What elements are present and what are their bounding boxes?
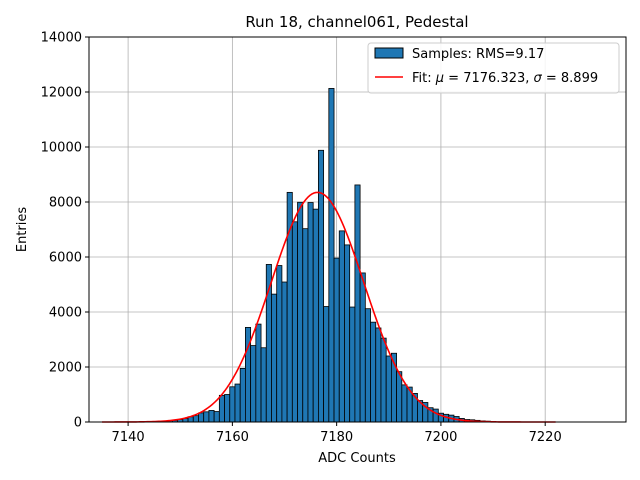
histogram-bar bbox=[234, 383, 241, 423]
histogram-bar bbox=[213, 411, 220, 423]
histogram-bar bbox=[432, 408, 439, 423]
x-tick-label: 7140 bbox=[112, 430, 145, 445]
histogram-bar bbox=[323, 306, 330, 423]
legend-fit-sigma-value: = 8.899 bbox=[542, 71, 598, 86]
histogram-bar bbox=[375, 327, 382, 423]
y-tick-label: 12000 bbox=[41, 86, 82, 101]
histogram-bar bbox=[338, 230, 345, 423]
histogram-bar bbox=[198, 412, 205, 423]
histogram-bar bbox=[291, 221, 298, 423]
histogram-bar bbox=[370, 321, 377, 423]
legend-fit-mu-symbol: μ bbox=[435, 71, 444, 86]
histogram-bar bbox=[333, 257, 340, 423]
histogram-bar bbox=[380, 337, 387, 423]
x-tick-label: 7160 bbox=[216, 430, 249, 445]
histogram-bar bbox=[239, 367, 246, 423]
histogram-bar bbox=[401, 384, 408, 423]
histogram-bar bbox=[281, 281, 288, 423]
y-tick-label: 8000 bbox=[49, 196, 82, 211]
histogram-bar bbox=[297, 201, 304, 423]
histogram-bar bbox=[354, 184, 361, 423]
legend-swatch-samples bbox=[374, 47, 404, 59]
x-axis-label: ADC Counts bbox=[318, 451, 396, 466]
y-tick-label: 6000 bbox=[49, 251, 82, 266]
histogram-bar bbox=[271, 293, 278, 423]
x-tick-label: 7180 bbox=[320, 430, 353, 445]
legend-box bbox=[367, 42, 620, 94]
histogram-bar bbox=[218, 394, 225, 423]
histogram-bar bbox=[260, 347, 267, 423]
y-tick-label: 4000 bbox=[49, 306, 82, 321]
histogram-bar bbox=[349, 306, 356, 423]
histogram-bar bbox=[203, 411, 210, 423]
histogram-bar bbox=[385, 355, 392, 423]
legend-fit-sigma-symbol: σ bbox=[534, 71, 543, 86]
chart-title: Run 18, channel061, Pedestal bbox=[245, 13, 468, 31]
x-axis-ticks: 7140 7160 7180 7200 7220 bbox=[112, 422, 562, 445]
plot-frame bbox=[88, 36, 627, 423]
y-axis-ticks: 0 2000 4000 6000 8000 10000 12000 14000 bbox=[41, 31, 89, 431]
histogram-bar bbox=[229, 386, 236, 423]
y-tick-label: 14000 bbox=[41, 31, 82, 46]
histogram-bar bbox=[396, 371, 403, 423]
y-tick-label: 0 bbox=[74, 416, 82, 431]
histogram-bar bbox=[208, 410, 215, 423]
legend-fit-mu-value: = 7176.323, bbox=[444, 71, 533, 86]
histogram-bar bbox=[302, 228, 309, 423]
legend-label-fit: Fit: μ = 7176.323, σ = 8.899 bbox=[412, 71, 598, 86]
y-axis-label: Entries bbox=[15, 207, 30, 253]
legend: Samples: RMS=9.17 Fit: μ = 7176.323, σ =… bbox=[367, 42, 620, 94]
x-tick-label: 7200 bbox=[424, 430, 457, 445]
legend-label-samples: Samples: RMS=9.17 bbox=[412, 47, 544, 62]
histogram-bar bbox=[317, 149, 325, 423]
histogram-bar bbox=[344, 244, 351, 423]
histogram-bar bbox=[255, 323, 262, 423]
histogram-bar bbox=[364, 308, 371, 423]
legend-fit-prefix: Fit: bbox=[412, 71, 436, 86]
histogram-bar bbox=[307, 202, 314, 423]
histogram-bar bbox=[250, 345, 257, 423]
y-tick-label: 10000 bbox=[41, 141, 82, 156]
histogram-bar bbox=[192, 415, 199, 423]
y-tick-label: 2000 bbox=[49, 361, 82, 376]
histogram-bar bbox=[328, 88, 335, 423]
histogram-bar bbox=[276, 265, 283, 423]
x-tick-label: 7220 bbox=[529, 430, 562, 445]
histogram-bar bbox=[224, 394, 231, 423]
histogram-bar bbox=[359, 272, 366, 423]
histogram-bar bbox=[312, 208, 319, 423]
